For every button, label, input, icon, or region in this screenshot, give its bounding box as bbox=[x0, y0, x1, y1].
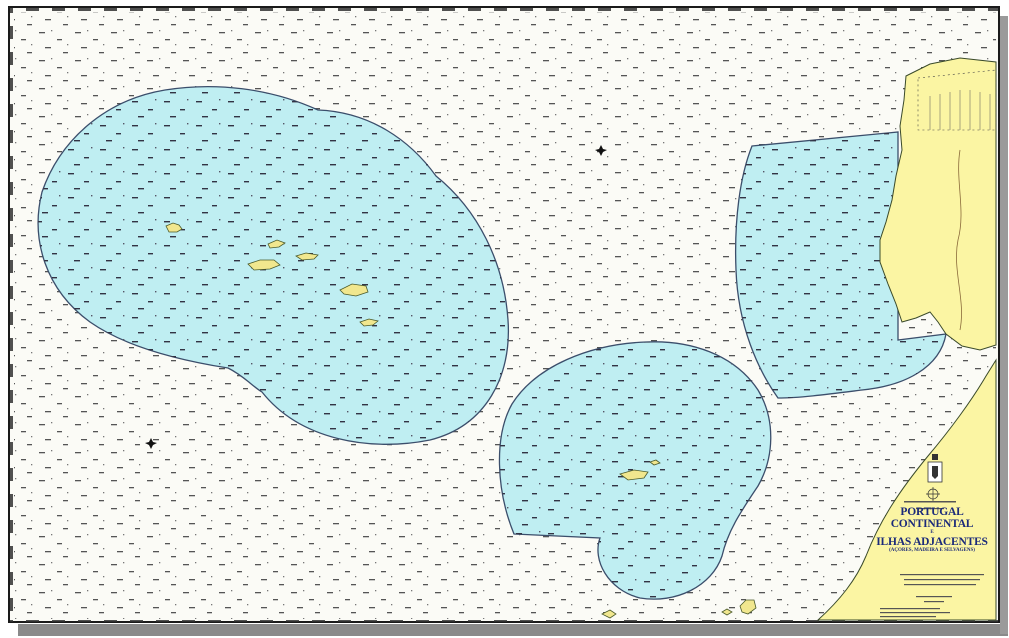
madeira-eez-zone[interactable] bbox=[498, 341, 772, 600]
iberian-peninsula-land bbox=[879, 57, 997, 351]
page-shadow-bottom bbox=[18, 624, 1008, 636]
chart-border-scale bbox=[10, 8, 998, 622]
compass-rose-icon bbox=[926, 487, 940, 501]
north-africa-land bbox=[816, 358, 997, 621]
chart-title-line2: ILHAS ADJACENTES bbox=[876, 536, 988, 548]
page-shadow-right bbox=[1000, 16, 1008, 634]
canary-islands bbox=[601, 599, 757, 619]
madeira-islands bbox=[619, 459, 661, 481]
azores-eez-zone[interactable] bbox=[37, 85, 510, 445]
coat-of-arms-icon bbox=[927, 454, 943, 483]
chart-subtitle: (AÇORES, MADEIRA E SELVAGENS) bbox=[889, 548, 975, 553]
chart-title-connector: E bbox=[930, 530, 934, 535]
azores-islands bbox=[165, 222, 379, 327]
title-fine-print bbox=[880, 501, 984, 618]
chart-title-block: PORTUGAL CONTINENTAL E ILHAS ADJACENTES … bbox=[868, 506, 996, 554]
star-marker-icon bbox=[145, 145, 607, 449]
chart-title-line1: PORTUGAL CONTINENTAL bbox=[890, 506, 974, 530]
